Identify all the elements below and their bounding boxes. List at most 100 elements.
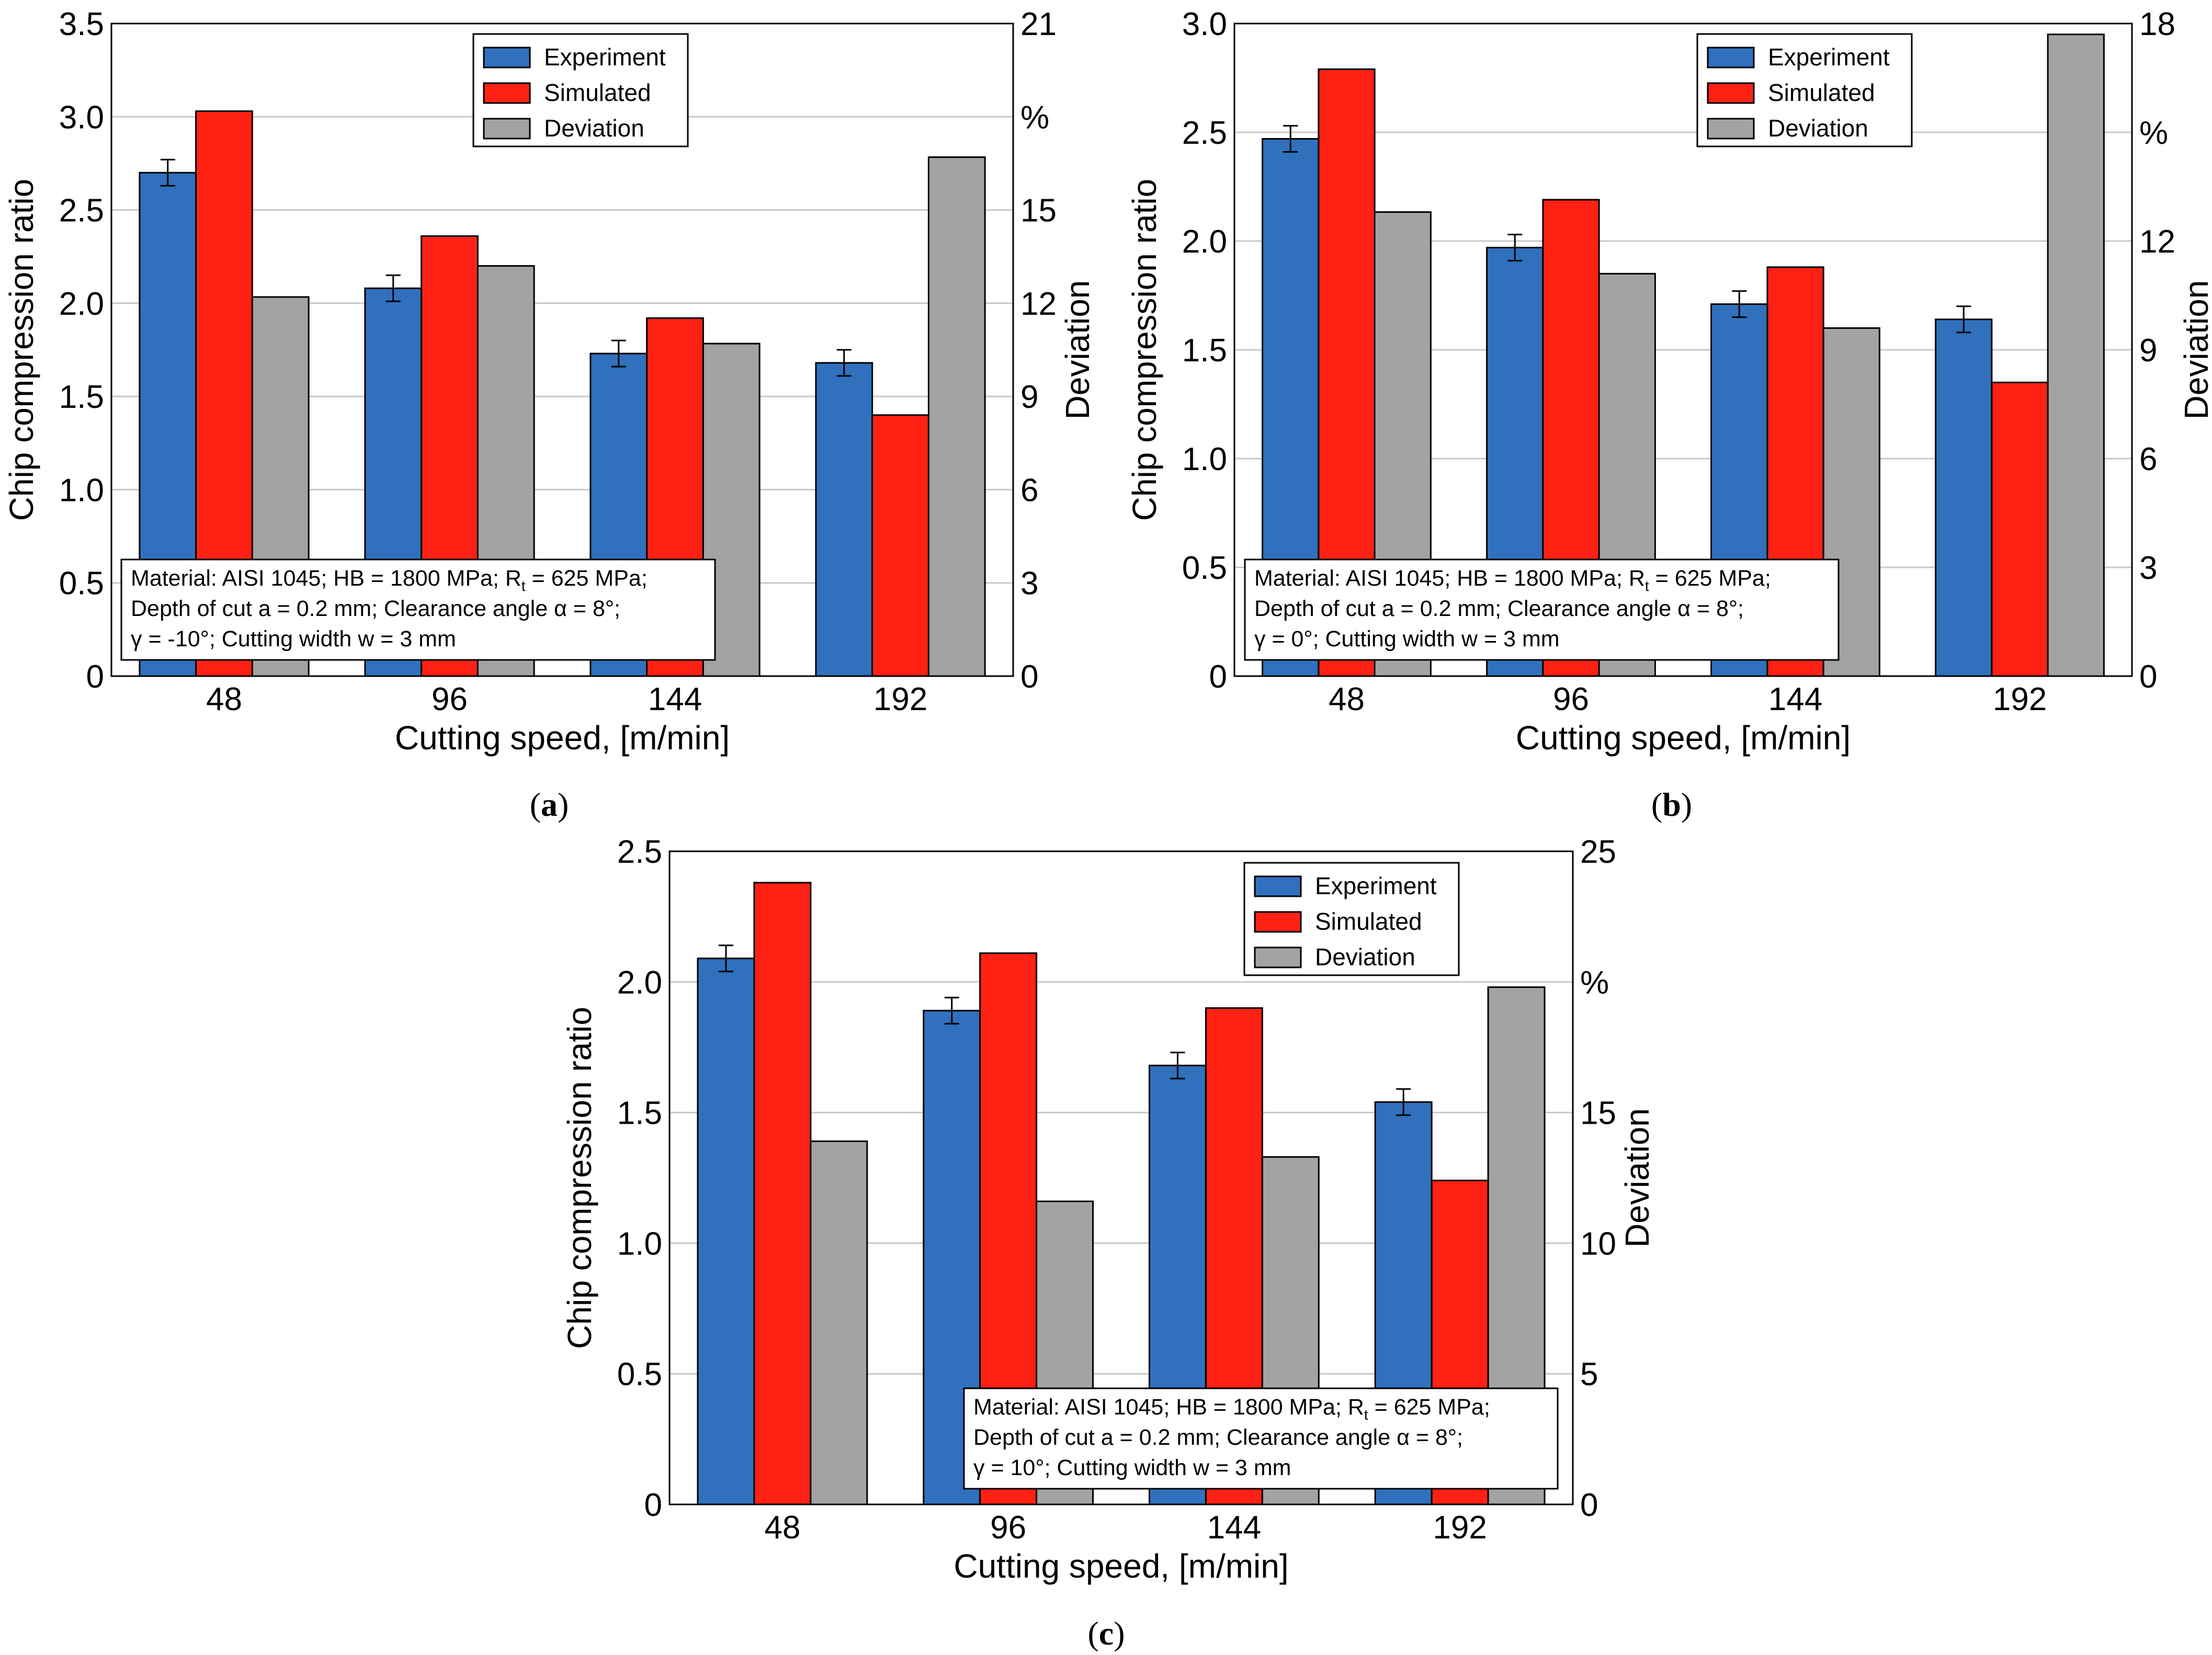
caption-open: ( <box>1651 786 1662 823</box>
annotation-frame <box>963 1387 1559 1490</box>
legend-swatch-simulated <box>1707 82 1755 104</box>
bar-deviation-192 <box>2047 33 2105 677</box>
y2-tick-label: 6 <box>1020 472 1038 508</box>
legend-swatch-experiment <box>1707 47 1755 69</box>
y2-axis-label: Deviation <box>1618 1108 1656 1248</box>
panel-caption: (c) <box>1087 1615 1125 1652</box>
legend: Experiment Simulated Deviation <box>472 33 689 147</box>
y2-tick-label: 0 <box>1020 659 1038 695</box>
legend: Experiment Simulated Deviation <box>1696 33 1913 147</box>
x-axis-label: Cutting speed, [m/min] <box>395 719 730 757</box>
legend-label: Simulated <box>1315 908 1422 935</box>
y-tick-label: 0.5 <box>1182 550 1227 586</box>
x-tick-label: 144 <box>1768 681 1822 717</box>
annotation-subscript: t <box>521 578 526 594</box>
annotation-text: γ = -10°; Cutting width w = 3 mm <box>131 626 456 652</box>
y2-tick-label: 12 <box>1020 286 1057 322</box>
y-tick-label: 0 <box>86 659 104 695</box>
y-tick-label: 1.5 <box>617 1095 662 1132</box>
annotation-frame <box>120 558 716 661</box>
y-axis-label: Chip compression ratio <box>561 1007 598 1349</box>
bar-deviation-192 <box>927 156 986 677</box>
annotation-text: Depth of cut a = 0.2 mm; Clearance angle… <box>973 1425 1463 1450</box>
annotation-box: Material: AISI 1045; HB = 1800 MPa; Rt =… <box>1244 558 1840 661</box>
bar-simulated-48 <box>753 882 812 1505</box>
annotation-text: Material: AISI 1045; HB = 1800 MPa; R <box>973 1395 1364 1420</box>
x-tick-label: 48 <box>764 1510 800 1546</box>
annotation-text: Depth of cut a = 0.2 mm; Clearance angle… <box>131 596 620 621</box>
panel-caption: (a) <box>530 786 569 823</box>
y2-tick-label: 15 <box>1580 1095 1616 1132</box>
bar-simulated-192 <box>1991 381 2049 677</box>
annotation-text: γ = 0°; Cutting width w = 3 mm <box>1254 626 1560 652</box>
x-tick-label: 144 <box>648 681 702 717</box>
annotation-frame <box>1244 558 1840 661</box>
legend-swatch-experiment <box>483 47 531 69</box>
bar-simulated-192 <box>871 414 929 677</box>
y2-unit-label: % <box>1020 99 1049 135</box>
legend-label: Experiment <box>1768 43 1890 71</box>
caption-open: ( <box>530 786 541 823</box>
legend: Experiment Simulated Deviation <box>1243 862 1460 976</box>
y-tick-label: 1.5 <box>59 379 104 415</box>
annotation-text: γ = 10°; Cutting width w = 3 mm <box>973 1455 1291 1480</box>
bar-experiment-192 <box>815 362 874 677</box>
annotation-text: = 625 MPa; <box>1368 1395 1490 1420</box>
legend-swatch-deviation <box>1707 118 1755 140</box>
y2-tick-label: 3 <box>2139 550 2157 586</box>
y2-tick-label: 3 <box>1020 566 1038 602</box>
y2-tick-label: 9 <box>2139 333 2157 369</box>
annotation-text: Material: AISI 1045; HB = 1800 MPa; R <box>1254 566 1645 591</box>
legend-label: Simulated <box>1768 79 1875 106</box>
x-tick-label: 48 <box>206 681 242 717</box>
y2-tick-label: 25 <box>1580 834 1616 870</box>
caption-letter: a <box>541 786 558 823</box>
y2-tick-label: 6 <box>2139 441 2157 477</box>
caption-letter: b <box>1662 786 1681 823</box>
legend-label: Experiment <box>1315 872 1437 899</box>
plot-frame <box>110 22 1014 677</box>
x-tick-label: 96 <box>432 681 468 717</box>
panel-caption: (b) <box>1651 786 1692 823</box>
legend-swatch-deviation <box>1254 946 1302 968</box>
legend-label: Deviation <box>1768 115 1868 142</box>
annotation-text: = 625 MPa; <box>1649 566 1771 591</box>
x-tick-label: 48 <box>1329 681 1365 717</box>
annotation-text: Depth of cut a = 0.2 mm; Clearance angle… <box>1254 596 1744 621</box>
chart-panel-c: 0 0.5 1.0 1.5 2.0 2.5 0 5 10 15% 25 48 96 144 192 Cutti… <box>561 834 1656 1652</box>
plot-frame <box>1233 22 2133 677</box>
legend-swatch-deviation <box>483 118 531 140</box>
caption-open: ( <box>1087 1615 1098 1652</box>
y-tick-label: 0 <box>1209 659 1227 695</box>
y2-tick-label: 10 <box>1580 1226 1616 1262</box>
y-tick-label: 0.5 <box>617 1356 662 1393</box>
plot-frame <box>668 850 1574 1505</box>
annotation-line: Depth of cut a = 0.2 mm; Clearance angle… <box>131 596 620 621</box>
annotation-text: Material: AISI 1045; HB = 1800 MPa; R <box>131 566 521 591</box>
annotation-subscript: t <box>1645 578 1649 594</box>
x-tick-label: 144 <box>1207 1510 1261 1546</box>
annotation-line: Material: AISI 1045; HB = 1800 MPa; Rt =… <box>1254 566 1771 594</box>
x-tick-label: 192 <box>1993 681 2047 717</box>
annotation-line: Material: AISI 1045; HB = 1800 MPa; Rt =… <box>973 1395 1490 1423</box>
y-tick-label: 3.0 <box>1182 6 1227 42</box>
legend-label: Deviation <box>1315 943 1415 971</box>
annotation-subscript: t <box>1364 1407 1368 1423</box>
y2-tick-label: 12 <box>2139 224 2175 260</box>
y-tick-label: 2.5 <box>59 193 104 229</box>
legend-swatch-simulated <box>1254 911 1302 933</box>
y2-tick-label: 0 <box>2139 659 2157 695</box>
bar-experiment-192 <box>1935 318 1993 677</box>
x-axis-label: Cutting speed, [m/min] <box>1516 719 1851 757</box>
y-axis-label: Chip compression ratio <box>1126 179 1163 521</box>
annotation-text: = 625 MPa; <box>526 566 648 591</box>
annotation-line: γ = 10°; Cutting width w = 3 mm <box>973 1455 1291 1480</box>
annotation-line: γ = -10°; Cutting width w = 3 mm <box>131 626 456 652</box>
legend-swatch-experiment <box>1254 875 1302 897</box>
y2-axis-label: Deviation <box>2177 280 2212 420</box>
x-tick-label: 192 <box>1433 1510 1487 1546</box>
annotation-box: Material: AISI 1045; HB = 1800 MPa; Rt =… <box>963 1387 1559 1490</box>
y-tick-label: 1.0 <box>1182 441 1227 477</box>
y-tick-label: 2.0 <box>59 286 104 322</box>
